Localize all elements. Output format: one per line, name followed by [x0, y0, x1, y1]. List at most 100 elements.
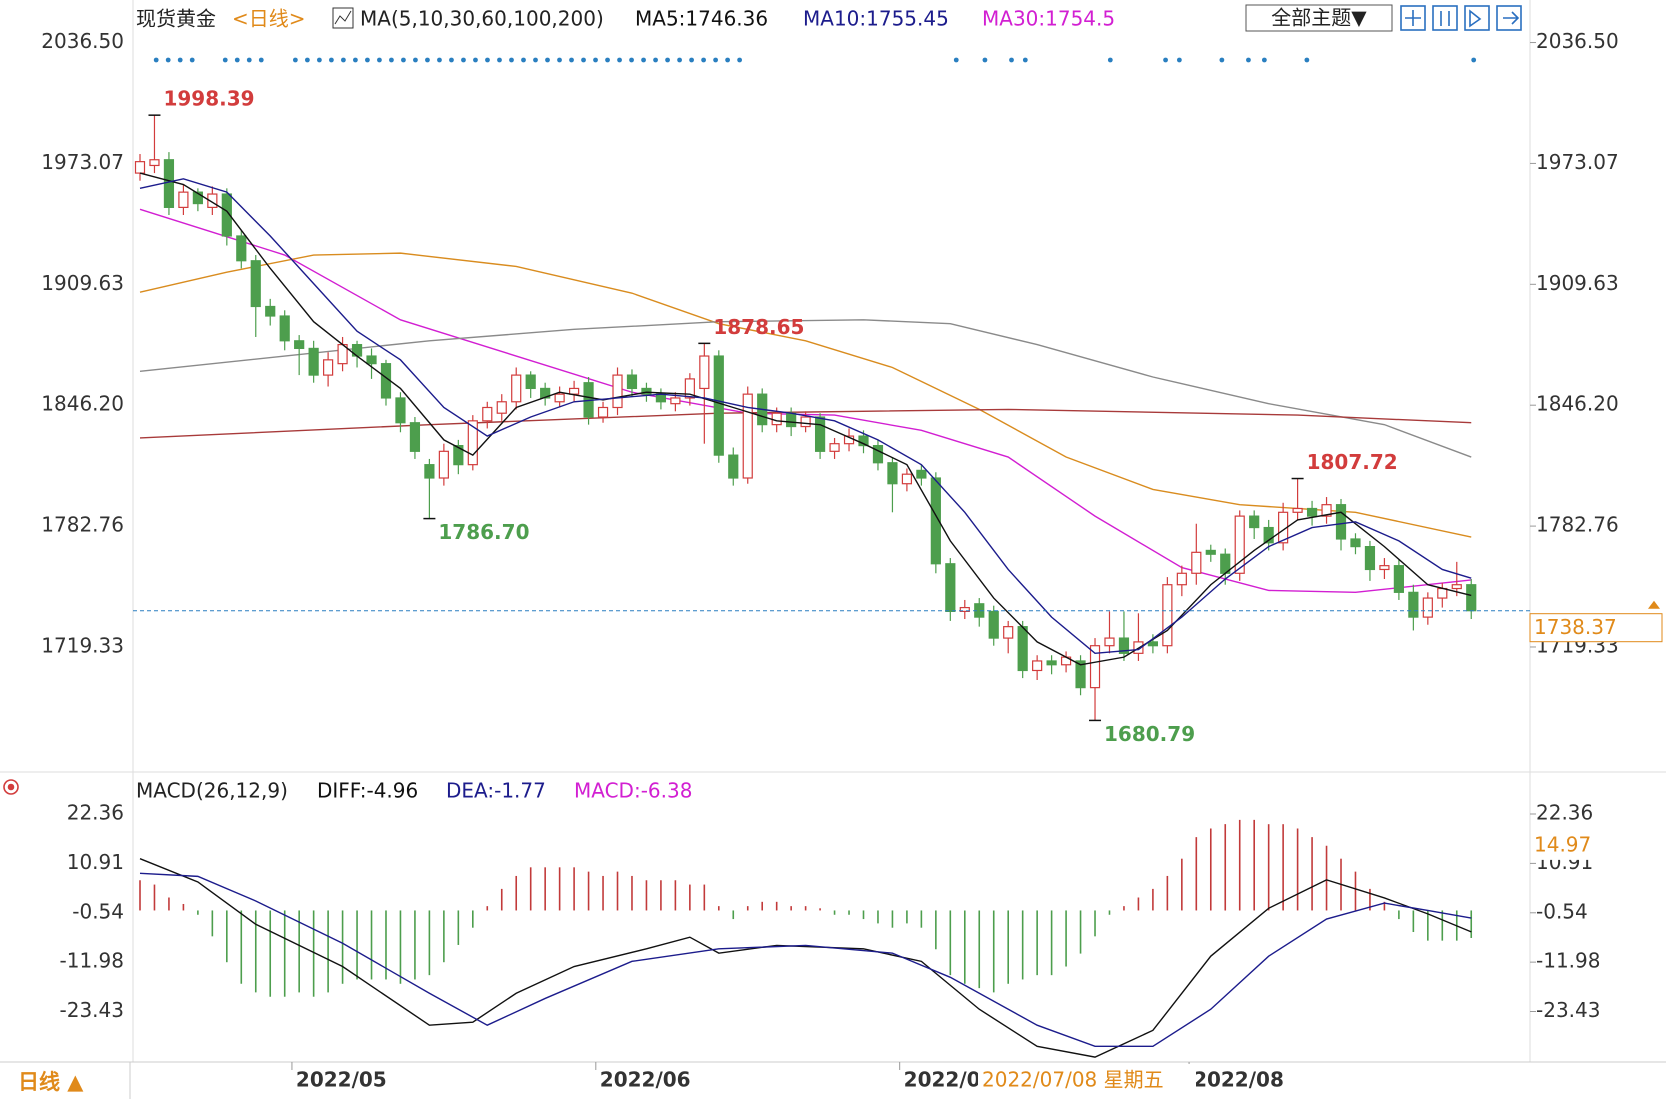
candle-body: [1075, 660, 1086, 689]
tool-icon[interactable]: [1464, 5, 1490, 31]
candle-body: [1032, 660, 1043, 672]
candle-body: [265, 305, 276, 317]
cursor-date-label: 2022/07/08 星期五: [982, 1068, 1164, 1092]
extreme-label: 1786.70: [438, 520, 529, 544]
tool-icon[interactable]: [1432, 5, 1458, 31]
signal-dot: [605, 57, 610, 63]
y-tick-label-right: -11.98: [1536, 949, 1600, 973]
extreme-label: 1878.65: [713, 315, 804, 339]
y-tick-label: 2036.50: [41, 29, 124, 53]
signal-dot: [1219, 57, 1225, 63]
last-price-box: [1529, 613, 1663, 643]
candle-body: [149, 159, 160, 167]
candle-body: [655, 393, 667, 403]
signal-dot: [737, 57, 743, 63]
y-tick-label-right: -0.54: [1536, 899, 1588, 923]
theme-button[interactable]: [1245, 4, 1393, 32]
indicator-line: [139, 252, 1472, 538]
candle-body: [1321, 504, 1332, 517]
y-tick-label-right: 1782.76: [1536, 513, 1619, 537]
candle-body: [814, 416, 826, 452]
signal-dot: [1304, 57, 1310, 63]
candle-body: [988, 610, 999, 639]
indicator-line: [139, 408, 1472, 439]
y-tick-label: 1782.76: [41, 513, 124, 537]
candle-body: [829, 443, 840, 452]
legend-entry: MACD:-6.38: [574, 779, 692, 803]
signal-dot: [461, 57, 466, 63]
signal-dot: [701, 57, 706, 63]
signal-dot: [189, 57, 195, 63]
candle-body: [236, 235, 247, 262]
tool-icon[interactable]: [1400, 5, 1426, 31]
signal-dot: [304, 57, 310, 63]
signal-dot: [437, 57, 442, 63]
signal-dot: [641, 57, 646, 63]
legend-entry: MA30:1754.5: [982, 7, 1115, 31]
macd-icon-dot: [7, 783, 15, 791]
period-button[interactable]: 日线 ▲: [18, 1070, 84, 1094]
signal-dot: [473, 57, 478, 63]
y-tick-label: 1846.20: [41, 392, 124, 416]
candle-body: [786, 412, 797, 428]
y-tick-label: 1973.07: [41, 150, 124, 174]
candle-body: [163, 159, 175, 208]
signal-dot: [617, 57, 622, 63]
indicator-line: [139, 208, 1472, 594]
signal-dot: [533, 57, 538, 63]
signal-dot: [234, 57, 240, 63]
candle-body: [554, 393, 565, 403]
period-label[interactable]: <日线>: [232, 7, 306, 31]
candle-body: [1046, 660, 1057, 666]
signal-dot: [521, 57, 526, 63]
candle-body: [959, 606, 970, 612]
candle-body: [901, 473, 913, 485]
candle-body: [279, 315, 290, 342]
indicator-icon[interactable]: [332, 7, 354, 29]
signal-dot: [377, 57, 382, 63]
candle-body: [728, 454, 739, 479]
signal-dot: [485, 57, 490, 63]
x-tick-label: 2022/05: [296, 1068, 387, 1092]
y-tick-label: -11.98: [60, 949, 124, 973]
candle-body: [1350, 538, 1361, 548]
y-tick-label-right: 2036.50: [1536, 29, 1619, 53]
y-tick-label-right: 22.36: [1536, 801, 1593, 825]
signal-dot: [665, 57, 670, 63]
cursor-value-box: [1531, 831, 1621, 860]
candle-body: [1017, 626, 1028, 672]
extreme-label: 1807.72: [1307, 450, 1398, 474]
signal-dot: [569, 57, 574, 63]
cursor-value-label: 14.97: [1534, 832, 1591, 856]
macd-icon-ring: [3, 779, 19, 795]
legend-entry: DIFF:-4.96: [317, 779, 418, 803]
y-tick-label: 1719.33: [41, 633, 124, 657]
candle-body: [713, 355, 724, 456]
candle-body: [496, 401, 507, 414]
signal-dot: [425, 57, 430, 63]
signal-dot: [1246, 57, 1251, 63]
x-tick-label: 2022/06: [600, 1068, 691, 1092]
signal-dot: [677, 57, 682, 63]
tool-icon[interactable]: [1496, 5, 1522, 31]
candle-body: [626, 374, 638, 390]
signal-dot: [1022, 57, 1028, 63]
signal-dot: [653, 57, 658, 63]
candle-body: [1249, 515, 1260, 529]
candle-body: [511, 374, 522, 403]
candle-body: [1451, 584, 1462, 590]
legend-entry: MA10:1755.45: [803, 7, 949, 31]
signal-dot: [1107, 57, 1113, 63]
candle-body: [1364, 546, 1376, 571]
candle-body: [800, 416, 811, 428]
y-tick-label: 22.36: [67, 801, 124, 825]
signal-dot: [1261, 57, 1267, 63]
candle-body: [409, 422, 421, 452]
candle-body: [1437, 587, 1448, 599]
candle-body: [1162, 584, 1173, 647]
candle-body: [178, 191, 189, 208]
candle-body: [207, 193, 218, 208]
candle-body: [134, 161, 146, 174]
candle-body: [641, 387, 652, 395]
candle-body: [872, 445, 884, 464]
